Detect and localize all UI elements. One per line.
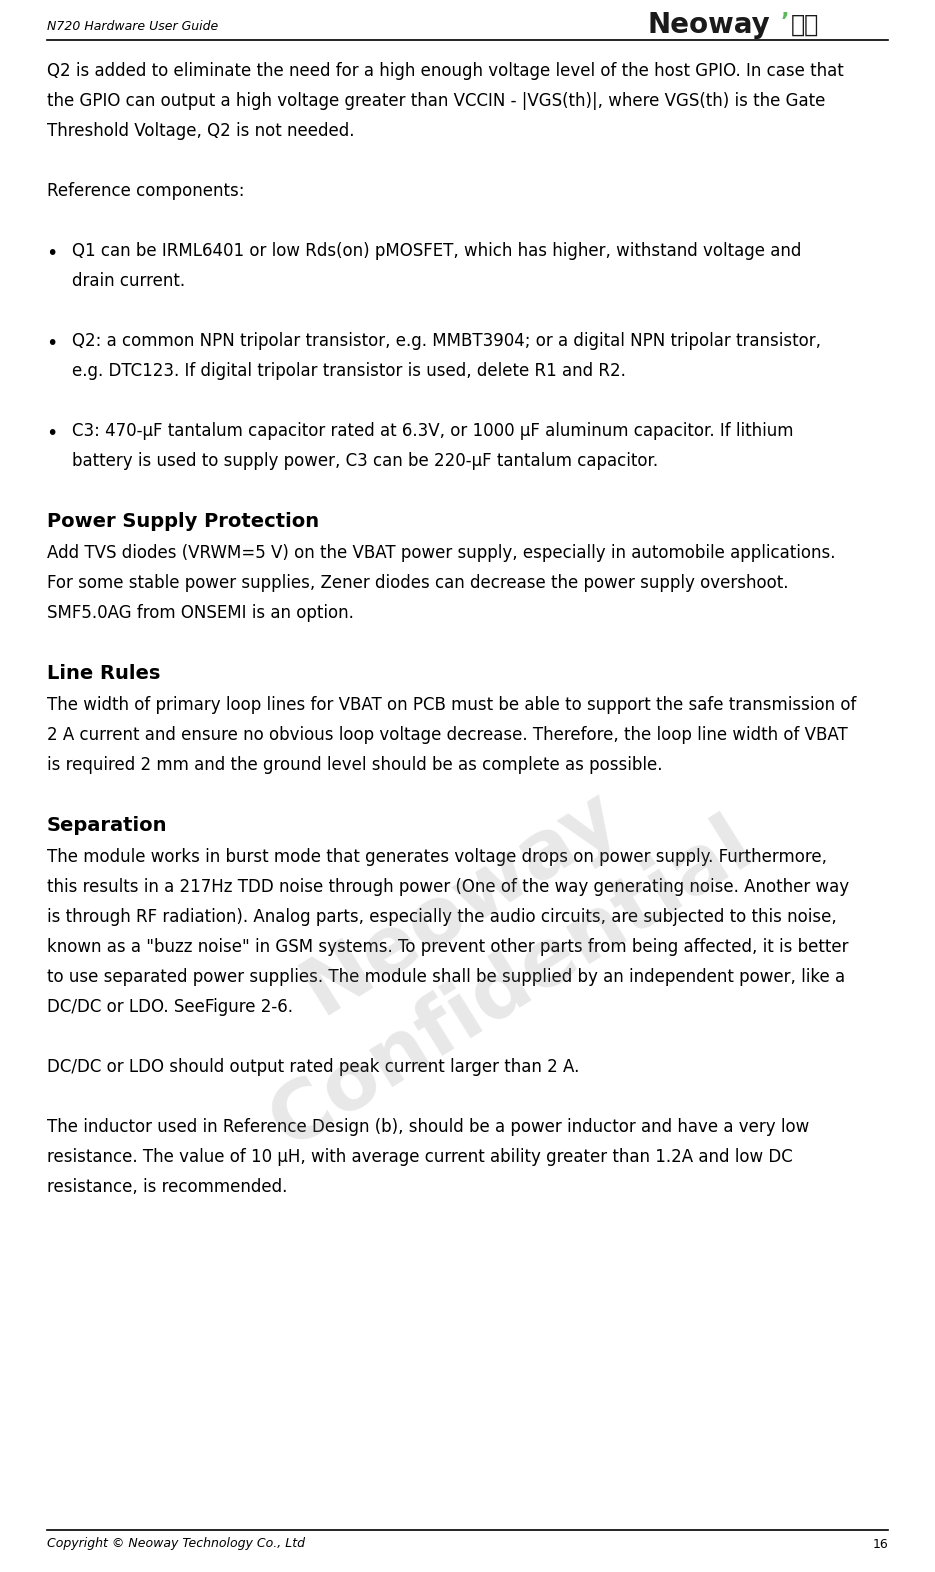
Text: ’: ’ — [781, 13, 789, 31]
Text: 16: 16 — [872, 1537, 888, 1550]
Text: C3: 470-μF tantalum capacitor rated at 6.3V, or 1000 μF aluminum capacitor. If l: C3: 470-μF tantalum capacitor rated at 6… — [72, 421, 794, 440]
Text: resistance. The value of 10 μH, with average current ability greater than 1.2A a: resistance. The value of 10 μH, with ave… — [47, 1148, 793, 1166]
Text: DC/DC or LDO. SeeFigure 2-6.: DC/DC or LDO. SeeFigure 2-6. — [47, 998, 293, 1016]
Text: Reference components:: Reference components: — [47, 182, 244, 200]
Text: •: • — [47, 424, 58, 443]
Text: The module works in burst mode that generates voltage drops on power supply. Fur: The module works in burst mode that gene… — [47, 847, 827, 866]
Text: e.g. DTC123. If digital tripolar transistor is used, delete R1 and R2.: e.g. DTC123. If digital tripolar transis… — [72, 362, 626, 380]
Text: battery is used to supply power, C3 can be 220-μF tantalum capacitor.: battery is used to supply power, C3 can … — [72, 453, 658, 470]
Text: the GPIO can output a high voltage greater than VCCIN - |VGS(th)|, where VGS(th): the GPIO can output a high voltage great… — [47, 93, 826, 110]
Text: •: • — [47, 333, 58, 354]
Text: is through RF radiation). Analog parts, especially the audio circuits, are subje: is through RF radiation). Analog parts, … — [47, 909, 837, 926]
Text: Copyright © Neoway Technology Co., Ltd: Copyright © Neoway Technology Co., Ltd — [47, 1537, 305, 1550]
Text: SMF5.0AG from ONSEMI is an option.: SMF5.0AG from ONSEMI is an option. — [47, 604, 353, 623]
Text: 2 A current and ensure no obvious loop voltage decrease. Therefore, the loop lin: 2 A current and ensure no obvious loop v… — [47, 726, 848, 744]
Text: Add TVS diodes (VRWM=5 V) on the VBAT power supply, especially in automobile app: Add TVS diodes (VRWM=5 V) on the VBAT po… — [47, 544, 836, 563]
Text: drain current.: drain current. — [72, 272, 185, 289]
Text: Power Supply Protection: Power Supply Protection — [47, 512, 319, 531]
Text: Q2 is added to eliminate the need for a high enough voltage level of the host GP: Q2 is added to eliminate the need for a … — [47, 61, 843, 80]
Text: N720 Hardware User Guide: N720 Hardware User Guide — [47, 19, 218, 33]
Text: •: • — [47, 244, 58, 263]
Text: The inductor used in Reference Design (b), should be a power inductor and have a: The inductor used in Reference Design (b… — [47, 1118, 810, 1137]
Text: 有方: 有方 — [791, 13, 819, 38]
Text: to use separated power supplies. The module shall be supplied by an independent : to use separated power supplies. The mod… — [47, 968, 845, 986]
Text: For some stable power supplies, Zener diodes can decrease the power supply overs: For some stable power supplies, Zener di… — [47, 574, 788, 593]
Text: Q1 can be IRML6401 or low Rds(on) pMOSFET, which has higher, withstand voltage a: Q1 can be IRML6401 or low Rds(on) pMOSFE… — [72, 242, 801, 259]
Text: Threshold Voltage, Q2 is not needed.: Threshold Voltage, Q2 is not needed. — [47, 123, 354, 140]
Text: The width of primary loop lines for VBAT on PCB must be able to support the safe: The width of primary loop lines for VBAT… — [47, 696, 856, 714]
Text: Neoway: Neoway — [648, 11, 770, 39]
Text: Q2: a common NPN tripolar transistor, e.g. MMBT3904; or a digital NPN tripolar t: Q2: a common NPN tripolar transistor, e.… — [72, 332, 821, 351]
Text: DC/DC or LDO should output rated peak current larger than 2 A.: DC/DC or LDO should output rated peak cu… — [47, 1058, 580, 1075]
Text: this results in a 217Hz TDD noise through power (One of the way generating noise: this results in a 217Hz TDD noise throug… — [47, 879, 849, 896]
Text: resistance, is recommended.: resistance, is recommended. — [47, 1177, 287, 1196]
Text: known as a "buzz noise" in GSM systems. To prevent other parts from being affect: known as a "buzz noise" in GSM systems. … — [47, 938, 848, 956]
Text: Neoway
Confidential: Neoway Confidential — [206, 723, 767, 1163]
Text: is required 2 mm and the ground level should be as complete as possible.: is required 2 mm and the ground level sh… — [47, 756, 663, 773]
Text: Separation: Separation — [47, 816, 167, 835]
Text: Line Rules: Line Rules — [47, 663, 161, 682]
